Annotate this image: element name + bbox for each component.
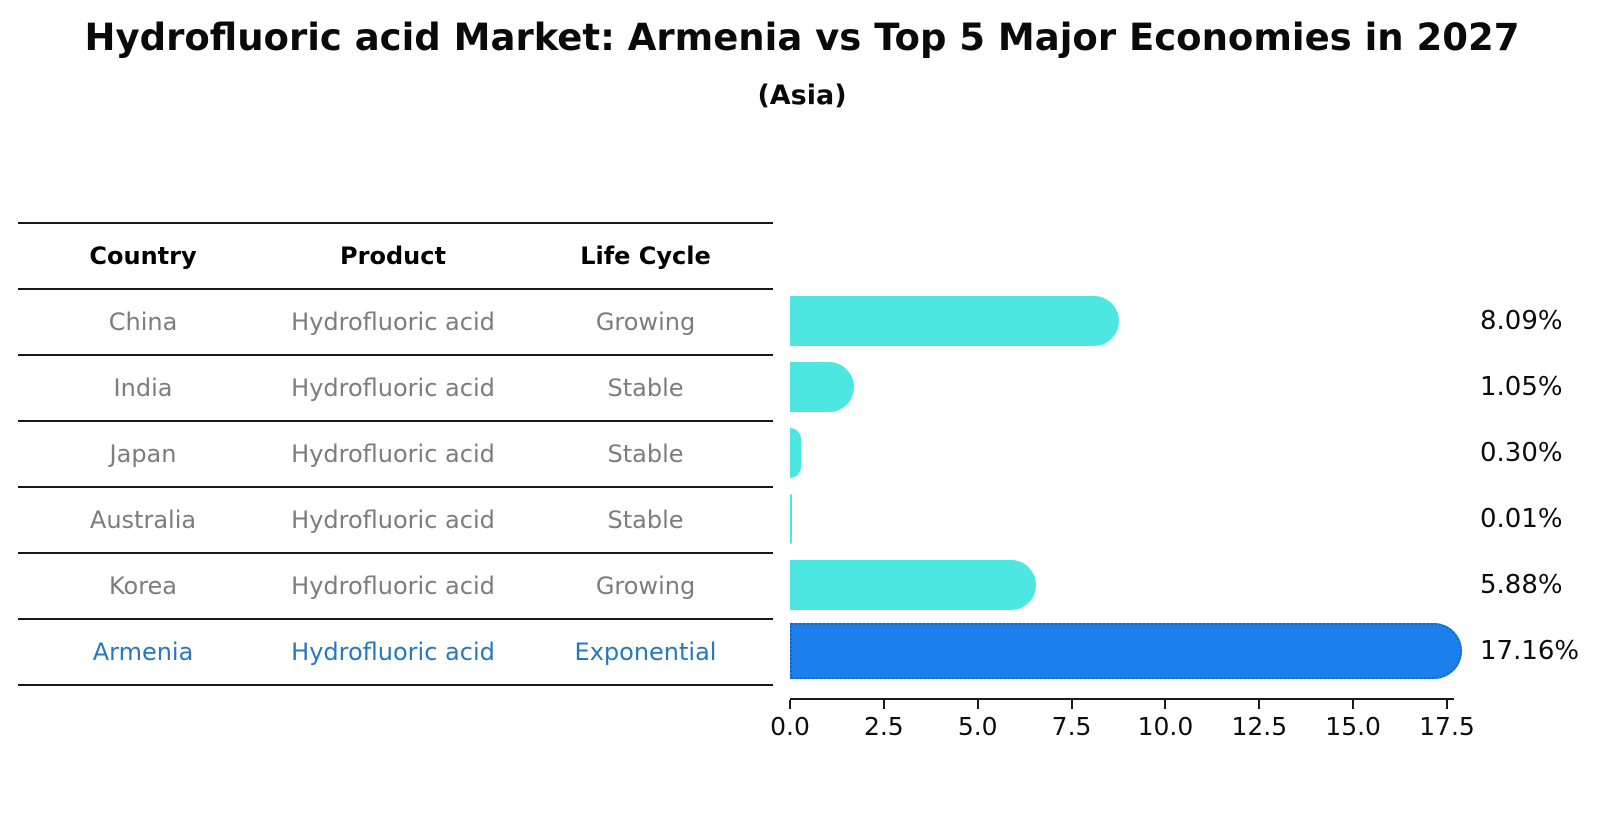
x-axis-tick-label: 10.0 [1137, 712, 1194, 741]
cell-life-cycle: Stable [607, 374, 684, 402]
bar-india [790, 362, 855, 412]
table-row: Australia Hydrofluoric acid Stable [18, 488, 773, 554]
table-row: India Hydrofluoric acid Stable [18, 356, 773, 422]
cell-country: China [108, 308, 178, 336]
bar-china [790, 296, 1119, 346]
x-axis-tick-label: 17.5 [1419, 712, 1475, 741]
table-header-row: Country Product Life Cycle [18, 224, 773, 290]
cell-life-cycle: Growing [595, 308, 696, 336]
cell-product: Hydrofluoric acid [291, 308, 495, 336]
value-label: 0.01% [1480, 504, 1563, 534]
x-axis-tick-label: 0.0 [770, 712, 810, 741]
table-row: China Hydrofluoric acid Growing [18, 290, 773, 356]
table-body: China Hydrofluoric acid Growing India Hydrof… [18, 290, 773, 686]
value-label: 17.16% [1480, 636, 1580, 666]
table-row: Armenia Hydrofluoric acid Exponential [18, 620, 773, 686]
column-header-country: Country [89, 242, 197, 270]
cell-life-cycle: Stable [607, 506, 684, 534]
bar-australia [790, 494, 792, 544]
cell-life-cycle: Stable [607, 440, 684, 468]
bar-armenia [790, 623, 1463, 679]
cell-product: Hydrofluoric acid [291, 572, 495, 600]
x-axis-tick [1164, 700, 1167, 709]
bar-japan [790, 428, 802, 478]
cell-product: Hydrofluoric acid [291, 374, 495, 402]
value-label: 1.05% [1480, 372, 1563, 402]
cell-product: Hydrofluoric acid [291, 638, 495, 666]
chart-subtitle: (Asia) [757, 80, 847, 111]
value-label: 5.88% [1480, 570, 1563, 600]
cell-country: Korea [108, 572, 178, 600]
x-axis-tick-label: 5.0 [957, 712, 998, 741]
cell-product: Hydrofluoric acid [291, 506, 495, 534]
table-row: Korea Hydrofluoric acid Growing [18, 554, 773, 620]
x-axis-tick-label: 2.5 [863, 712, 904, 741]
cell-country: Australia [89, 506, 197, 534]
cell-life-cycle: Growing [595, 572, 696, 600]
x-axis-tick-label: 7.5 [1051, 712, 1092, 741]
chart-title: Hydrofluoric acid Market: Armenia vs Top… [84, 16, 1520, 59]
x-axis-tick [976, 700, 979, 709]
x-axis-tick [882, 700, 885, 709]
x-axis-tick [1070, 700, 1073, 709]
cell-life-cycle: Exponential [574, 638, 717, 666]
summary-table: Country Product Life Cycle China Hydroflu… [18, 222, 773, 686]
cell-country: India [113, 374, 173, 402]
x-axis-tick [1446, 700, 1448, 709]
x-axis-tick [1258, 700, 1261, 709]
x-axis-tick [1352, 700, 1355, 709]
cell-product: Hydrofluoric acid [291, 440, 495, 468]
bar-korea [790, 560, 1036, 610]
x-axis-tick-label: 15.0 [1325, 712, 1381, 741]
value-label: 0.30% [1480, 438, 1563, 468]
value-label: 8.09% [1480, 306, 1563, 336]
table-row: Japan Hydrofluoric acid Stable [18, 422, 773, 488]
column-header-product: Product [340, 242, 446, 270]
cell-country: Armenia [92, 638, 194, 666]
cell-country: Japan [109, 440, 177, 468]
x-axis-tick-label: 12.5 [1231, 712, 1288, 741]
bar-plot: 0.0 2.5 5.0 7.5 10.0 12.5 15.0 17.5 [770, 288, 1490, 768]
x-axis-tick [789, 700, 791, 709]
x-axis [790, 698, 1454, 700]
column-header-life-cycle: Life Cycle [580, 242, 711, 270]
